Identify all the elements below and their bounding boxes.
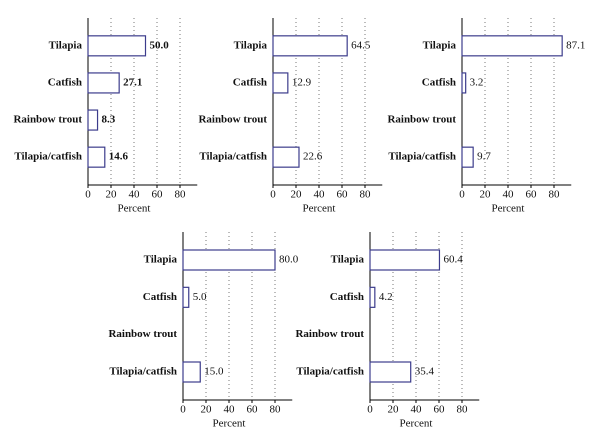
- value-label: 9.7: [477, 151, 491, 163]
- bar: [87, 146, 106, 168]
- category-label: Rainbow trout: [13, 114, 82, 126]
- bar: [87, 35, 147, 57]
- category-label: Tilapia/catfish: [296, 366, 364, 378]
- x-tick-label: 40: [503, 189, 515, 201]
- x-tick-label: 20: [480, 189, 492, 201]
- value-label: 64.5: [351, 39, 371, 51]
- value-label: 35.4: [415, 366, 435, 378]
- x-tick-label: 20: [388, 404, 400, 416]
- value-label: 87.1: [566, 39, 585, 51]
- x-tick-label: 60: [152, 189, 164, 201]
- value-label: 60.4: [443, 254, 463, 266]
- x-tick-label: 20: [291, 189, 303, 201]
- value-label: 15.0: [204, 366, 224, 378]
- category-label: Catfish: [422, 76, 456, 88]
- value-label: 22.6: [303, 151, 323, 163]
- x-tick-label: 80: [175, 189, 187, 201]
- value-label: 12.9: [292, 76, 312, 88]
- category-label: Rainbow trout: [387, 114, 456, 126]
- x-tick-label: 60: [434, 404, 446, 416]
- x-tick-label: 60: [526, 189, 538, 201]
- value-label: 5.0: [193, 291, 207, 303]
- x-axis-label: Percent: [118, 203, 151, 215]
- bar: [272, 72, 289, 94]
- bar: [272, 35, 348, 57]
- category-label: Tilapia/catfish: [14, 151, 82, 163]
- x-axis-label: Percent: [213, 418, 246, 430]
- x-tick-label: 40: [224, 404, 236, 416]
- x-axis-label: Percent: [400, 418, 433, 430]
- category-label: Rainbow trout: [108, 328, 177, 340]
- value-label: 14.6: [109, 151, 129, 163]
- bar: [461, 35, 563, 57]
- x-tick-label: 60: [247, 404, 259, 416]
- category-label: Tilapia/catfish: [199, 151, 267, 163]
- value-label: 4.2: [379, 291, 393, 303]
- x-tick-label: 0: [180, 404, 186, 416]
- x-tick-label: 20: [201, 404, 213, 416]
- category-label: Tilapia/catfish: [109, 366, 177, 378]
- bar: [87, 72, 120, 94]
- x-tick-label: 20: [106, 189, 118, 201]
- value-label: 50.0: [150, 39, 170, 51]
- x-tick-label: 80: [360, 189, 372, 201]
- x-tick-label: 40: [314, 189, 326, 201]
- bar: [369, 361, 412, 383]
- bar: [369, 249, 441, 271]
- category-label: Catfish: [143, 291, 177, 303]
- bar: [87, 109, 99, 131]
- bar: [461, 72, 467, 94]
- value-label: 27.1: [123, 76, 142, 88]
- x-tick-label: 40: [129, 189, 141, 201]
- x-tick-label: 60: [337, 189, 349, 201]
- x-tick-label: 80: [549, 189, 561, 201]
- category-label: Rainbow trout: [295, 328, 364, 340]
- bar: [182, 361, 201, 383]
- category-label: Catfish: [48, 76, 82, 88]
- bar: [182, 249, 276, 271]
- bar: [272, 146, 300, 168]
- category-label: Tilapia: [144, 254, 178, 266]
- category-label: Tilapia: [331, 254, 365, 266]
- category-label: Tilapia: [49, 39, 83, 51]
- x-tick-label: 80: [457, 404, 469, 416]
- category-label: Tilapia: [234, 39, 268, 51]
- category-label: Tilapia/catfish: [388, 151, 456, 163]
- category-label: Tilapia: [423, 39, 457, 51]
- value-label: 3.2: [470, 76, 484, 88]
- bar: [461, 146, 474, 168]
- x-tick-label: 80: [270, 404, 282, 416]
- bar: [182, 286, 190, 308]
- category-label: Catfish: [330, 291, 364, 303]
- x-tick-label: 0: [367, 404, 373, 416]
- category-label: Catfish: [233, 76, 267, 88]
- x-tick-label: 0: [85, 189, 91, 201]
- value-label: 8.3: [102, 114, 116, 126]
- x-axis-label: Percent: [303, 203, 336, 215]
- value-label: 80.0: [279, 254, 299, 266]
- bar: [369, 286, 376, 308]
- category-label: Rainbow trout: [198, 114, 267, 126]
- x-axis-label: Percent: [492, 203, 525, 215]
- x-tick-label: 0: [459, 189, 465, 201]
- x-tick-label: 0: [270, 189, 276, 201]
- x-tick-label: 40: [411, 404, 423, 416]
